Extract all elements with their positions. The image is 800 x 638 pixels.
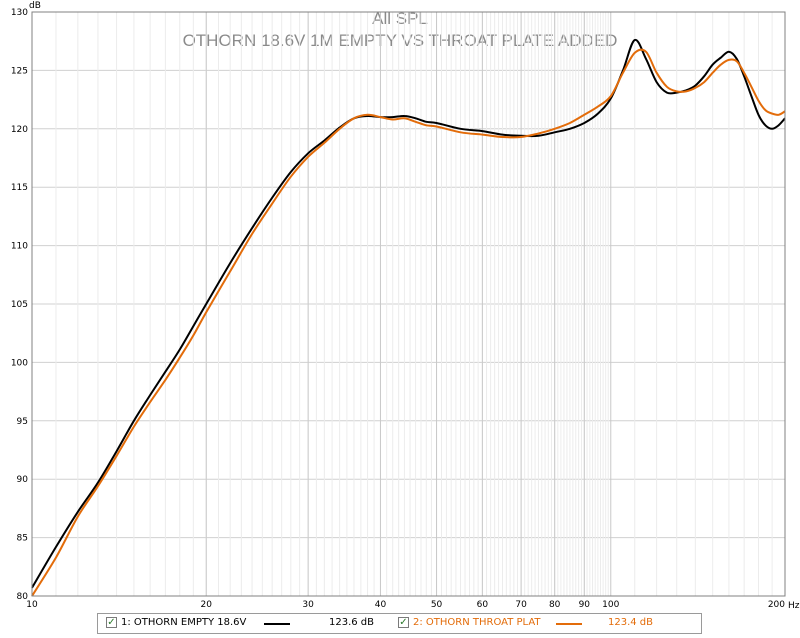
tick-labels: 80 85 90 95 100 105 110 115 120 125 130 10 20 30 40 50 6… — [11, 8, 785, 610]
series-1-checkbox[interactable]: ✓ — [106, 617, 117, 628]
y-tick-label: 115 — [11, 183, 28, 193]
x-unit-label: Hz — [788, 601, 800, 611]
series-2-checkbox[interactable]: ✓ — [398, 617, 409, 628]
plot-frame — [31, 11, 786, 597]
y-tick-label: 105 — [11, 300, 28, 310]
legend: ✓ 1: OTHORN EMPTY 18.6V 123.6 dB ✓ 2: OT… — [97, 613, 702, 634]
x-tick-label: 30 — [302, 600, 314, 610]
x-tick-label: 10 — [26, 600, 38, 610]
x-tick-label: 200 — [768, 600, 785, 610]
grid — [32, 12, 785, 596]
y-tick-label: 130 — [11, 8, 28, 18]
y-tick-label: 80 — [17, 592, 29, 602]
chart-subtitle: OTHORN 18.6V 1M EMPTY VS THROAT PLATE AD… — [183, 31, 618, 50]
x-tick-label: 20 — [201, 600, 213, 610]
legend-series-1-line — [264, 623, 290, 625]
legend-item-2[interactable]: ✓ 2: OTHORN THROAT PLAT 123.4 dB — [396, 614, 696, 633]
x-tick-label: 60 — [477, 600, 489, 610]
y-tick-label: 125 — [11, 66, 28, 76]
legend-series-2-line — [556, 623, 582, 625]
y-tick-label: 95 — [17, 417, 28, 427]
legend-series-1-value: 123.6 dB — [329, 617, 375, 628]
legend-item-1[interactable]: ✓ 1: OTHORN EMPTY 18.6V 123.6 dB — [104, 614, 394, 633]
y-tick-label: 120 — [11, 125, 28, 135]
legend-series-2-value: 123.4 dB — [608, 617, 654, 628]
chart-title: All SPL — [372, 9, 428, 28]
series-lines — [31, 38, 786, 597]
x-tick-label: 40 — [375, 600, 387, 610]
legend-series-2-name: 2: OTHORN THROAT PLAT — [413, 617, 541, 628]
x-tick-label: 50 — [431, 600, 443, 610]
y-tick-label: 90 — [17, 475, 29, 485]
series-2-line — [31, 48, 786, 597]
y-unit-label: dB — [29, 1, 41, 11]
y-tick-label: 85 — [17, 534, 28, 544]
y-tick-label: 100 — [11, 358, 28, 368]
y-tick-label: 110 — [11, 242, 28, 252]
legend-series-1-name: 1: OTHORN EMPTY 18.6V — [121, 617, 247, 628]
x-tick-label: 90 — [579, 600, 591, 610]
x-tick-label: 80 — [549, 600, 561, 610]
x-tick-label: 70 — [515, 600, 527, 610]
series-1-line — [31, 38, 786, 589]
spl-chart: All SPL OTHORN 18.6V 1M EMPTY VS THROAT … — [11, 1, 800, 611]
x-tick-label: 100 — [602, 600, 619, 610]
